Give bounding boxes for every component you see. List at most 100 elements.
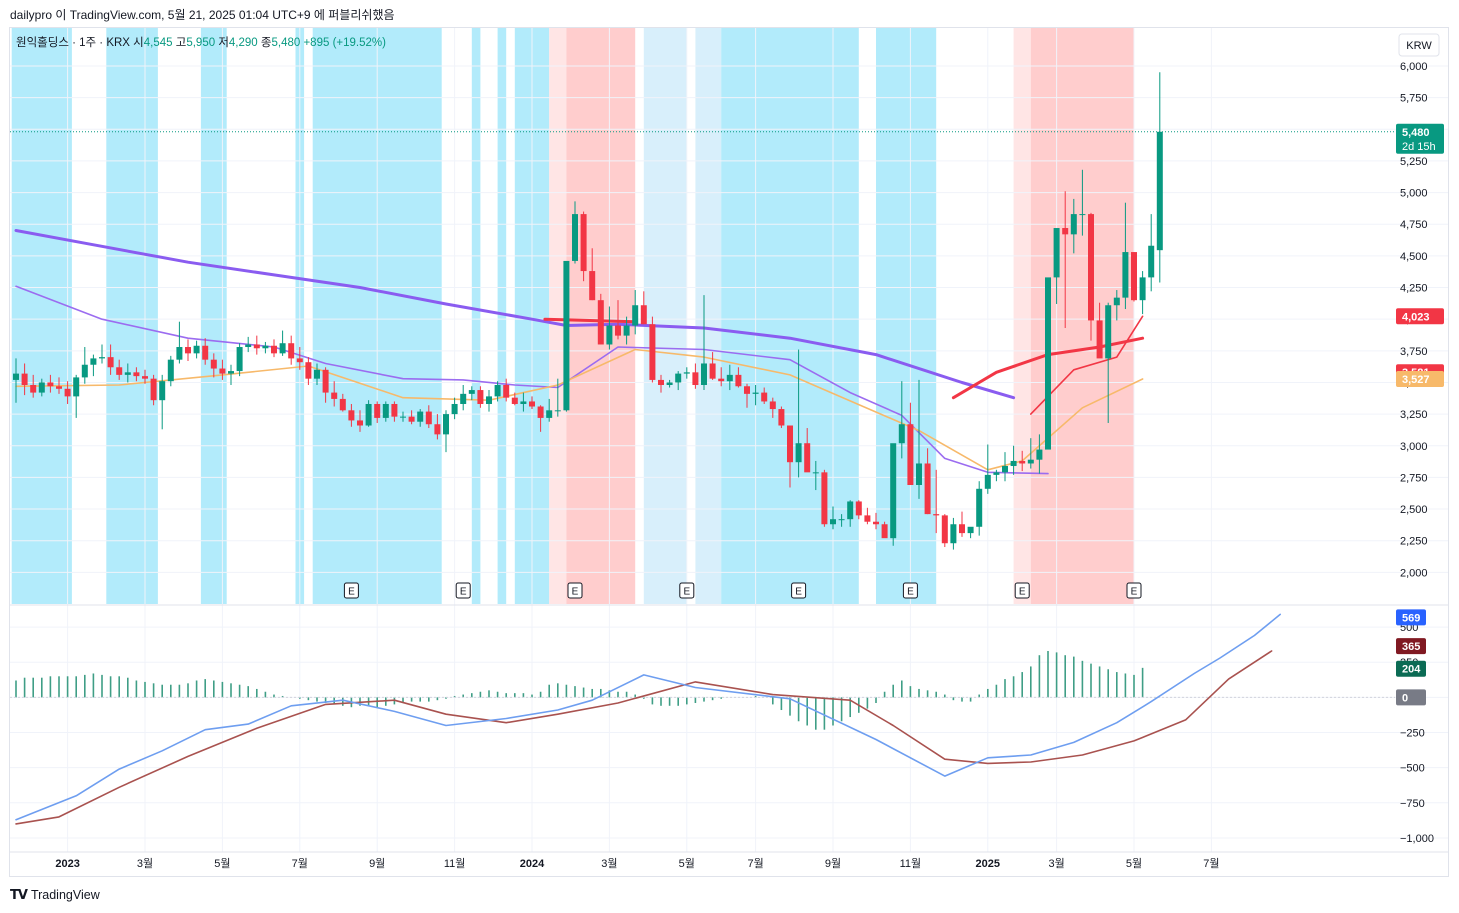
candle xyxy=(881,521,888,539)
candle-body xyxy=(434,424,441,435)
candle-body xyxy=(967,526,974,534)
candle xyxy=(726,364,733,391)
candle-body xyxy=(331,392,338,399)
candle-body xyxy=(1113,297,1120,306)
candle xyxy=(812,460,819,491)
candle xyxy=(554,378,561,417)
candle-body xyxy=(632,305,639,326)
candle-body xyxy=(675,373,682,383)
candle-body xyxy=(1156,131,1163,251)
macd-tag-value: 569 xyxy=(1402,612,1420,624)
footer-brand: TradingView xyxy=(30,888,100,902)
candle-body xyxy=(296,358,303,363)
chart-canvas[interactable]: EEEEEEEE6,0005,7505,5005,2505,0004,7504,… xyxy=(10,28,1448,876)
candle-body xyxy=(236,347,243,372)
candle xyxy=(606,306,613,350)
ohlc-part: 원익홀딩스 · 1주 · KRX xyxy=(16,35,133,49)
candle-body xyxy=(787,425,793,463)
candle xyxy=(486,390,492,412)
earnings-marker-label: E xyxy=(795,587,802,598)
candle xyxy=(1105,302,1112,423)
candle-body xyxy=(193,345,200,354)
candle-body xyxy=(692,372,699,385)
candle xyxy=(503,378,510,402)
candle-body xyxy=(984,474,991,489)
candle xyxy=(666,379,673,388)
candle xyxy=(890,443,897,546)
candle-body xyxy=(1070,214,1077,235)
candle xyxy=(623,316,630,345)
time-axis-label: 5월 xyxy=(1126,857,1142,870)
candle xyxy=(219,359,226,380)
band-blue xyxy=(471,28,481,604)
candle-body xyxy=(855,501,862,516)
earnings-marker: E xyxy=(1014,582,1030,599)
candle-body xyxy=(503,384,510,398)
candle-body xyxy=(649,324,656,380)
candle-body xyxy=(597,300,604,345)
time-axis-label: 2024 xyxy=(520,858,545,870)
candle-body xyxy=(477,390,484,404)
candle xyxy=(262,341,269,354)
candle-body xyxy=(73,377,80,397)
candle xyxy=(735,367,742,388)
band-blue xyxy=(497,28,507,604)
time-axis-label: 7월 xyxy=(1203,857,1219,870)
price-axis-label: 2,500 xyxy=(1400,504,1428,516)
candle xyxy=(400,411,406,422)
candle xyxy=(167,355,174,387)
candle xyxy=(460,384,467,411)
time-axis-label: 2025 xyxy=(976,858,1000,870)
symbol-ohlc-line: 원익홀딩스 · 1주 · KRX 시4,545 고5,950 저4,290 종5… xyxy=(16,35,386,49)
candle xyxy=(804,428,811,473)
chart-frame[interactable]: EEEEEEEE6,0005,7505,5005,2505,0004,7504,… xyxy=(9,27,1449,877)
candle-body xyxy=(1027,459,1034,464)
candle xyxy=(1070,198,1077,254)
candle-body xyxy=(959,524,965,534)
candle xyxy=(959,511,965,537)
candle xyxy=(494,381,501,402)
footer[interactable]: 𝗧𝗩 TradingView xyxy=(10,887,100,903)
candle xyxy=(331,381,338,407)
candle xyxy=(1079,169,1086,236)
macd-axis-label: −750 xyxy=(1400,798,1425,810)
candle xyxy=(830,506,836,530)
candle xyxy=(348,403,355,427)
candle xyxy=(898,381,905,459)
ohlc-part: 고 xyxy=(176,37,187,49)
earnings-marker-box xyxy=(679,582,695,599)
candle xyxy=(761,387,768,404)
candle xyxy=(245,336,252,353)
candle xyxy=(417,409,424,427)
candle xyxy=(47,374,54,393)
ohlc-part: 5,950 xyxy=(186,37,218,49)
earnings-marker: E xyxy=(1126,582,1142,599)
candle-body xyxy=(357,420,363,426)
candle xyxy=(718,367,725,387)
candle-body xyxy=(1105,305,1112,359)
candle-body xyxy=(167,359,174,382)
price-axis-label: 4,250 xyxy=(1400,283,1428,295)
candle xyxy=(769,397,776,418)
candle xyxy=(683,367,690,379)
candle-body xyxy=(116,367,123,375)
candle xyxy=(795,349,802,478)
candle-body xyxy=(881,524,888,539)
earnings-marker: E xyxy=(567,582,583,599)
candle xyxy=(632,290,639,335)
candle-body xyxy=(701,363,707,385)
candle xyxy=(1131,252,1137,302)
macd-tag-value: 365 xyxy=(1402,641,1420,653)
band-light_blue xyxy=(695,28,722,604)
candle-body xyxy=(21,373,28,385)
candle xyxy=(1122,202,1129,310)
candle-body xyxy=(683,372,690,374)
price-axis-label: 2,000 xyxy=(1400,567,1428,579)
candle-body xyxy=(658,379,664,385)
candle xyxy=(589,248,596,301)
candle xyxy=(752,384,759,406)
candle-body xyxy=(228,371,234,374)
candle-body xyxy=(202,345,209,360)
price-axis-label: 5,000 xyxy=(1400,188,1428,200)
candle xyxy=(1045,277,1051,450)
